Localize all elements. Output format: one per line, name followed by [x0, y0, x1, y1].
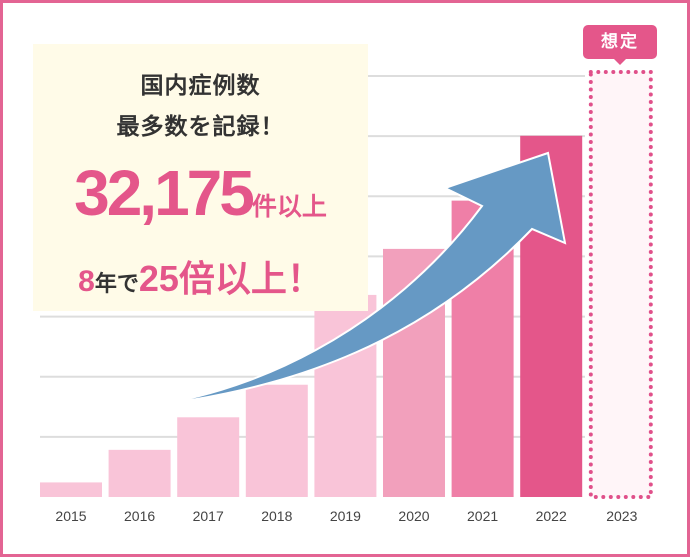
x-tick-label: 2022 — [535, 508, 567, 524]
callout-box: 国内症例数 最多数を記録！ 32,175件以上 8年で25倍以上！ — [33, 44, 368, 311]
years-text: 年で — [94, 272, 139, 297]
bar-2016 — [108, 449, 171, 497]
x-tick-label: 2023 — [606, 508, 638, 524]
x-tick-label: 2018 — [261, 508, 293, 524]
count-unit: 件以上 — [251, 192, 327, 221]
growth-multiple: 25倍以上！ — [138, 258, 323, 299]
projected-label: 想定 — [583, 25, 657, 65]
bar-2017 — [177, 417, 240, 497]
callout-line1: 国内症例数 — [140, 73, 261, 99]
bar-2018 — [245, 384, 308, 497]
x-tick-label: 2016 — [124, 508, 156, 524]
x-tick-label: 2019 — [329, 508, 361, 524]
callout-line2: 最多数を記録！ — [116, 114, 285, 140]
x-tick-label: 2020 — [398, 508, 430, 524]
count-value: 32,175 — [74, 157, 255, 229]
x-tick-label: 2015 — [55, 508, 87, 524]
callout-count: 32,175件以上 — [33, 156, 368, 230]
bar-2015 — [40, 482, 102, 497]
callout-growth: 8年で25倍以上！ — [33, 250, 368, 302]
bar-2023-projected — [588, 70, 653, 499]
x-tick-label: 2017 — [192, 508, 224, 524]
years-number: 8 — [78, 265, 95, 298]
x-tick-label: 2021 — [467, 508, 499, 524]
growth-arrow-icon — [127, 151, 567, 409]
